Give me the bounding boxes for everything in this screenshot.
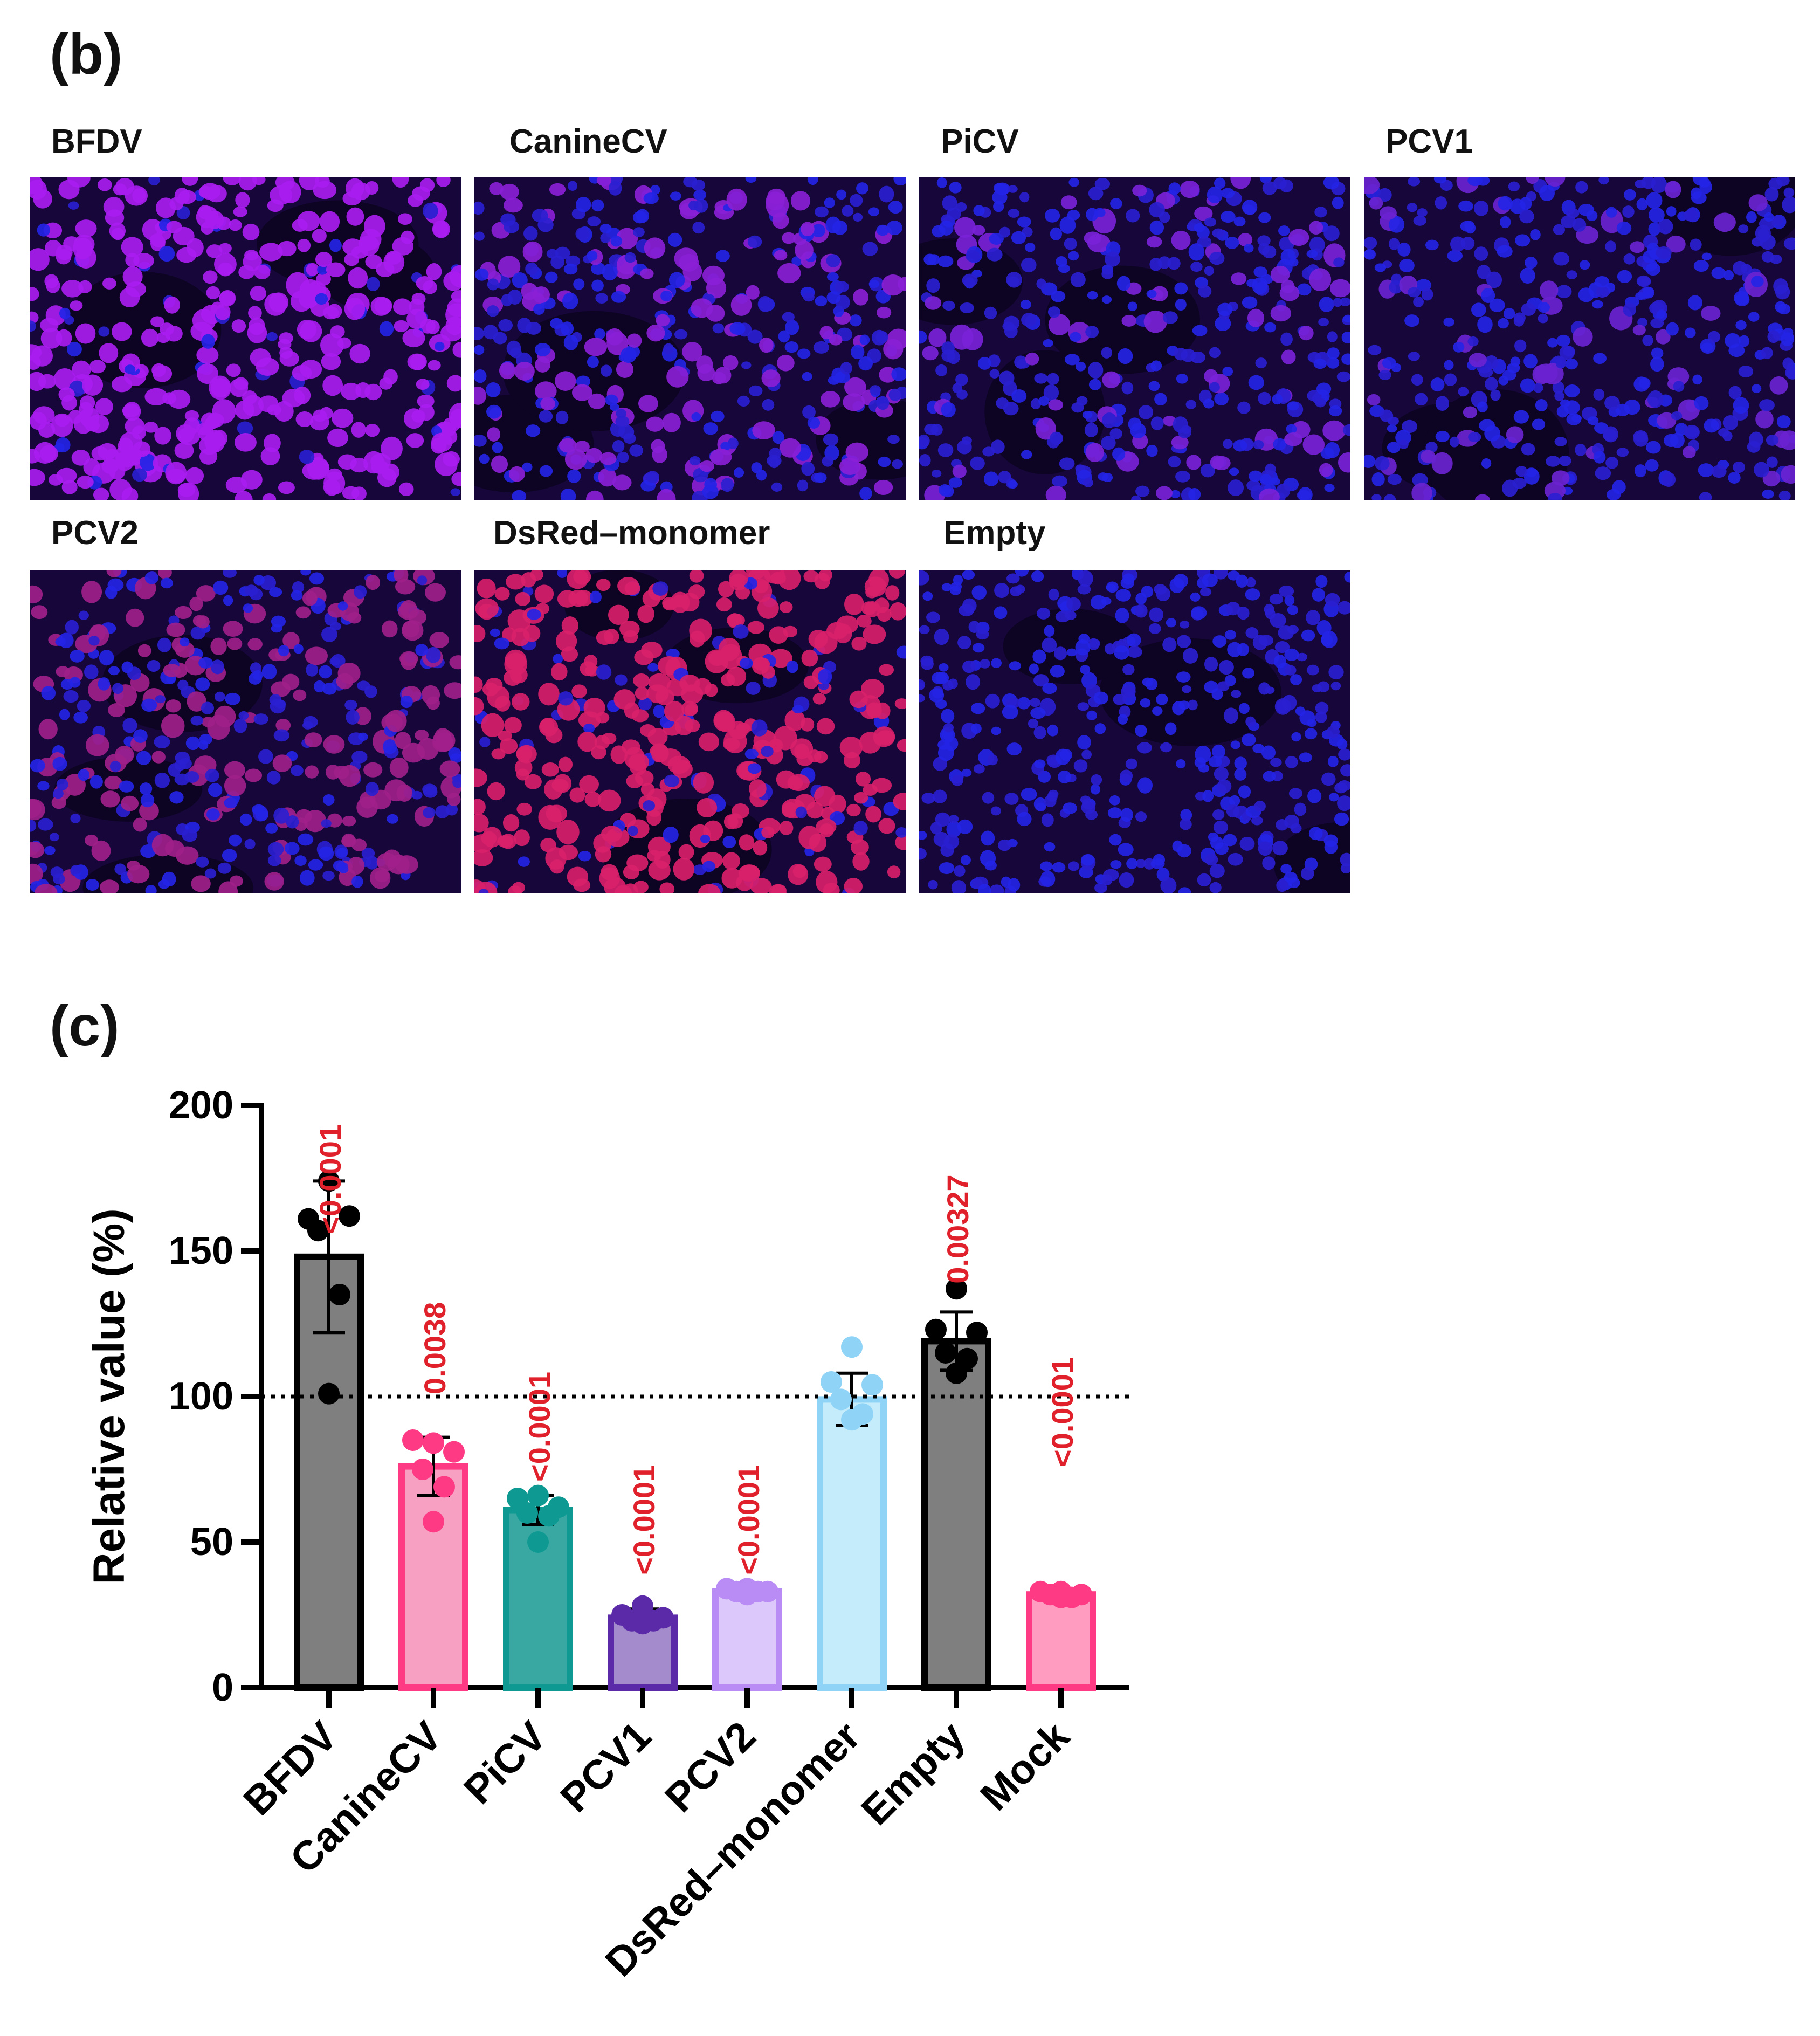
data-point bbox=[516, 1502, 538, 1524]
data-point bbox=[736, 1584, 758, 1606]
y-tick-label: 0 bbox=[212, 1666, 233, 1709]
bar bbox=[817, 1396, 887, 1691]
bar bbox=[921, 1338, 991, 1691]
x-tick-label: Empty bbox=[853, 1713, 974, 1834]
y-tick-label: 50 bbox=[190, 1521, 233, 1564]
bar bbox=[712, 1588, 782, 1691]
data-point bbox=[841, 1409, 863, 1431]
data-point bbox=[841, 1336, 863, 1358]
p-value-annotation: 0.00327 bbox=[941, 1174, 975, 1283]
image-label-bfdv: BFDV bbox=[51, 123, 142, 160]
data-point bbox=[318, 1170, 340, 1192]
data-point bbox=[339, 1205, 360, 1227]
p-value-annotation: 0.0038 bbox=[418, 1302, 452, 1394]
data-point bbox=[946, 1278, 967, 1300]
data-point bbox=[423, 1432, 444, 1454]
y-tick-label: 200 bbox=[169, 1084, 233, 1127]
p-value-annotation: <0.0001 bbox=[732, 1465, 766, 1575]
panel-b-label: (b) bbox=[50, 23, 123, 86]
data-point bbox=[925, 1318, 947, 1340]
micrograph-pcv1 bbox=[1364, 177, 1795, 500]
p-value-annotation: <0.0001 bbox=[313, 1124, 347, 1234]
data-point bbox=[527, 1531, 549, 1553]
image-label-dsred-monomer: DsRed–monomer bbox=[493, 514, 770, 552]
data-point bbox=[423, 1511, 444, 1533]
data-point bbox=[946, 1362, 967, 1384]
data-point bbox=[966, 1322, 988, 1344]
x-tick-label: PiCV bbox=[455, 1713, 555, 1813]
data-point bbox=[307, 1220, 329, 1242]
data-point bbox=[1050, 1586, 1072, 1608]
data-point bbox=[443, 1441, 465, 1463]
data-point bbox=[318, 1382, 340, 1405]
micrograph-dsred-monomer bbox=[474, 570, 906, 893]
micrograph-pcv2 bbox=[30, 570, 461, 893]
data-point bbox=[329, 1284, 350, 1305]
micrograph-bfdv bbox=[30, 177, 461, 500]
y-axis-label: Relative value (%) bbox=[85, 1208, 134, 1584]
p-value-annotation: <0.0001 bbox=[627, 1465, 661, 1575]
y-tick-label: 100 bbox=[169, 1375, 233, 1418]
x-tick-label: PCV1 bbox=[552, 1713, 660, 1821]
image-label-pcv1: PCV1 bbox=[1385, 123, 1473, 160]
p-value-annotation: <0.0001 bbox=[522, 1372, 556, 1482]
x-tick-label: Mock bbox=[972, 1712, 1079, 1819]
bar bbox=[398, 1463, 468, 1691]
bar-chart: 0 50 100 150 200 Relative value (%) <0.0001 0.0… bbox=[85, 1084, 1129, 1985]
image-label-pcv2: PCV2 bbox=[51, 514, 139, 552]
image-label-picv: PiCV bbox=[941, 123, 1019, 160]
micrograph-caninecv bbox=[474, 177, 906, 500]
image-label-caninecv: CanineCV bbox=[509, 123, 667, 160]
bar bbox=[1026, 1591, 1096, 1691]
y-tick-label: 150 bbox=[169, 1229, 233, 1272]
data-point bbox=[412, 1459, 433, 1480]
micrograph-empty bbox=[919, 570, 1350, 893]
data-point bbox=[402, 1429, 424, 1451]
data-point bbox=[935, 1342, 956, 1364]
p-value-annotation: <0.0001 bbox=[1045, 1357, 1079, 1467]
panel-c-label: (c) bbox=[50, 994, 120, 1058]
data-point bbox=[527, 1484, 549, 1507]
data-point bbox=[830, 1388, 852, 1411]
image-label-empty: Empty bbox=[943, 514, 1046, 552]
data-point bbox=[632, 1613, 653, 1635]
data-point bbox=[433, 1476, 455, 1498]
data-point bbox=[821, 1371, 842, 1393]
data-point bbox=[861, 1374, 883, 1396]
micrograph-picv bbox=[919, 177, 1350, 500]
data-point bbox=[538, 1505, 560, 1527]
